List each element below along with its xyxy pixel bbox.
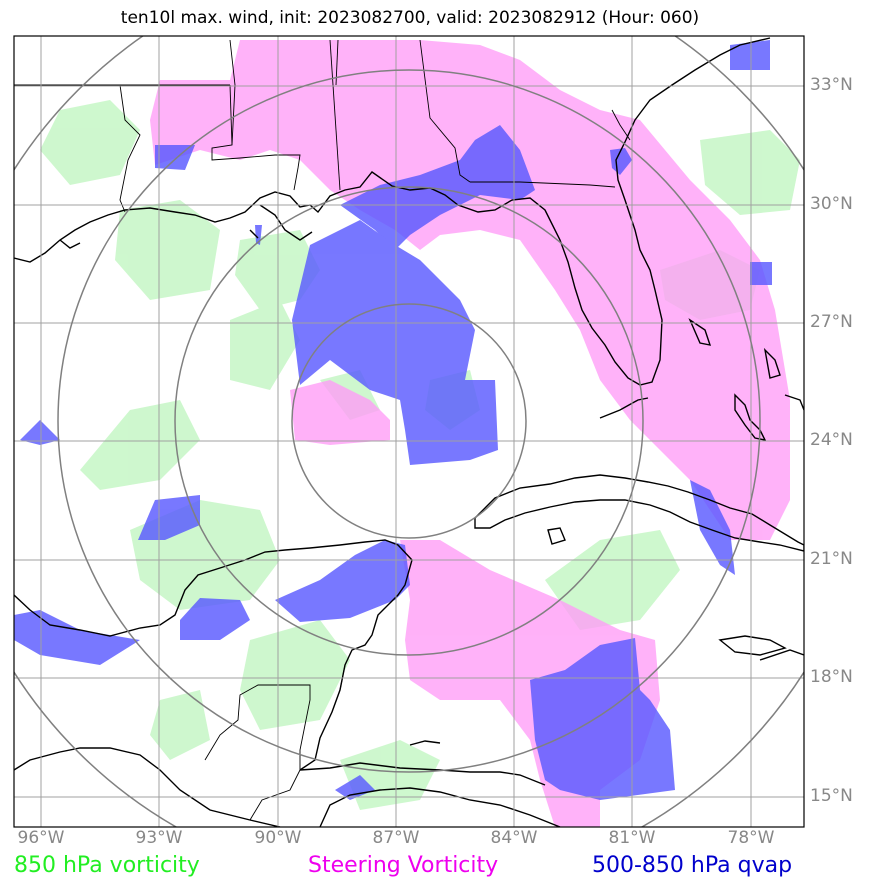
lat-label-15n: 15°N xyxy=(810,786,853,806)
legend-steering-vorticity: Steering Vorticity xyxy=(308,853,499,878)
lon-label-78w: 78°W xyxy=(727,828,775,848)
latlon-grid xyxy=(14,36,804,827)
lon-label-90w: 90°W xyxy=(254,828,302,848)
political-borders xyxy=(14,39,631,821)
lat-label-30n: 30°N xyxy=(810,194,853,214)
lon-label-87w: 87°W xyxy=(372,828,420,848)
lat-label-21n: 21°N xyxy=(810,549,853,569)
lon-label-84w: 84°W xyxy=(490,828,538,848)
legend-850-vorticity: 850 hPa vorticity xyxy=(14,853,200,878)
legend-qvap: 500-850 hPa qvap xyxy=(592,853,793,878)
lon-label-96w: 96°W xyxy=(17,828,65,848)
lon-label-81w: 81°W xyxy=(608,828,656,848)
map-frame xyxy=(13,35,805,828)
lat-label-27n: 27°N xyxy=(810,312,853,332)
lat-label-33n: 33°N xyxy=(810,75,853,95)
lat-label-18n: 18°N xyxy=(810,667,853,687)
coastlines xyxy=(14,37,804,827)
plot-title: ten10l max. wind, init: 2023082700, vali… xyxy=(120,8,700,28)
lat-label-24n: 24°N xyxy=(810,430,853,450)
lon-label-93w: 93°W xyxy=(135,828,183,848)
